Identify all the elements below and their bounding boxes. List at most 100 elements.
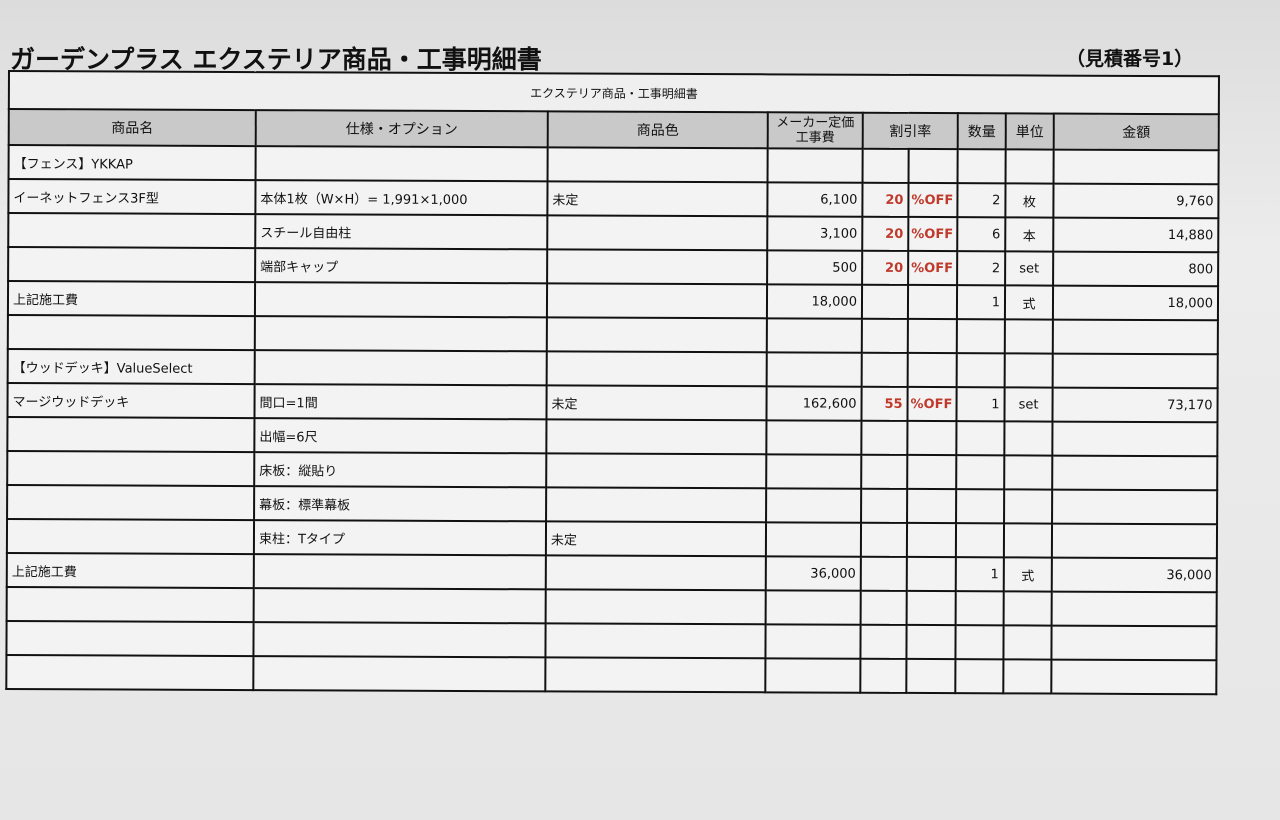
table-row [6, 620, 1217, 661]
cell-off: %OFF [908, 216, 958, 252]
cell-price [765, 658, 861, 693]
cell-unit [1003, 523, 1053, 558]
cell-name: 【フェンス】YKKAP [8, 145, 256, 181]
cell-unit: set [1004, 387, 1053, 422]
cell-name [8, 213, 256, 249]
table-row: イーネットフェンス3F型 本体1枚（W×H）= 1,991×1,000 未定 6,10… [8, 179, 1219, 219]
estimate-table: エクステリア商品・工事明細書 商品名 仕様・オプション 商品色 メーカー定価 工事… [5, 70, 1221, 696]
cell-name [6, 620, 254, 657]
cell-price: 36,000 [765, 556, 861, 591]
cell-unit: 枚 [1005, 183, 1054, 218]
header-discount: 割引率 [862, 112, 958, 150]
cell-color [546, 283, 768, 319]
cell-qty [956, 455, 1005, 490]
cell-price: 500 [767, 250, 863, 285]
cell-disc: 55 [861, 386, 908, 421]
cell-spec [254, 350, 547, 386]
table-row: 出幅=6尺 [7, 417, 1218, 457]
cell-spec [254, 316, 547, 352]
cell-name [6, 654, 254, 691]
header-qty: 数量 [957, 113, 1006, 150]
cell-unit: 本 [1005, 217, 1054, 252]
cell-price [765, 590, 861, 625]
cell-disc [860, 658, 907, 693]
cell-spec: 間口=1間 [254, 384, 547, 420]
cell-color [546, 419, 767, 455]
cell-price [766, 420, 862, 455]
cell-amount: 73,170 [1052, 387, 1218, 423]
cell-disc [862, 148, 909, 183]
cell-disc [860, 590, 907, 625]
cell-color [547, 249, 768, 285]
cell-name: マージウッドデッキ [7, 383, 255, 419]
cell-amount: 36,000 [1051, 557, 1217, 593]
cell-spec [253, 554, 546, 590]
cell-name [7, 451, 255, 487]
cell-name [8, 247, 256, 283]
cell-qty: 1 [956, 387, 1005, 422]
cell-color [545, 555, 766, 591]
cell-spec: スチール自由柱 [255, 214, 548, 250]
estimate-number: （見積番号1） [1066, 48, 1194, 70]
cell-qty: 1 [955, 557, 1004, 592]
cell-amount [1052, 455, 1218, 491]
table-row: 【ウッドデッキ】ValueSelect [7, 349, 1218, 389]
table-row: スチール自由柱 3,100 20 %OFF 6 本 14,880 [8, 213, 1219, 253]
cell-spec [254, 282, 548, 318]
table-row: 束柱：Tタイプ 未定 [6, 519, 1218, 559]
cell-disc [860, 556, 907, 591]
cell-spec: 本体1枚（W×H）= 1,991×1,000 [255, 180, 548, 216]
cell-price: 162,600 [766, 386, 862, 421]
cell-qty [955, 625, 1004, 660]
cell-amount: 14,880 [1053, 217, 1219, 253]
cell-qty [955, 591, 1004, 626]
header-price: メーカー定価 工事費 [767, 112, 863, 149]
cell-unit [1003, 625, 1052, 660]
cell-unit [1003, 659, 1052, 694]
cell-color: 未定 [545, 521, 767, 557]
cell-amount [1051, 659, 1217, 695]
cell-amount [1053, 149, 1219, 185]
cell-disc [861, 488, 908, 523]
cell-disc [861, 352, 908, 387]
cell-unit [1004, 353, 1053, 388]
table-caption: エクステリア商品・工事明細書 [8, 71, 1220, 115]
cell-qty [957, 149, 1006, 184]
table-row: 床板：縦貼り [7, 451, 1218, 491]
cell-off [906, 522, 957, 558]
cell-qty: 2 [957, 251, 1006, 286]
cell-color [545, 589, 766, 625]
cell-price: 3,100 [767, 216, 863, 251]
cell-off [907, 454, 957, 490]
table-row [6, 654, 1217, 695]
cell-name: 上記施工費 [7, 281, 256, 317]
document-title: ガーデンプラス エクステリア商品・工事明細書 [10, 45, 542, 74]
cell-disc [860, 522, 908, 557]
cell-color [545, 657, 766, 693]
cell-color: 未定 [546, 385, 767, 421]
table-row: 上記施工費 36,000 1 式 36,000 [6, 552, 1217, 593]
cell-color [546, 453, 767, 489]
cell-price [767, 148, 863, 183]
cell-spec: 束柱：Tタイプ [253, 520, 547, 556]
cell-spec [253, 622, 546, 658]
table-row [6, 586, 1217, 627]
cell-name [7, 485, 255, 521]
cell-unit [1004, 421, 1053, 456]
cell-unit: 式 [1004, 285, 1054, 320]
cell-off [908, 148, 958, 184]
cell-off [907, 284, 958, 320]
cell-color [547, 147, 768, 183]
cell-color [546, 487, 767, 523]
cell-disc: 20 [862, 216, 909, 251]
cell-unit: 式 [1003, 557, 1052, 592]
cell-unit [1004, 455, 1053, 490]
cell-off [906, 590, 956, 626]
cell-price: 18,000 [766, 284, 863, 319]
cell-off [907, 488, 957, 524]
cell-off [906, 624, 956, 660]
cell-unit [1004, 319, 1053, 354]
header-name: 商品名 [8, 109, 256, 147]
cell-qty [956, 353, 1005, 388]
cell-name: 上記施工費 [6, 552, 254, 589]
